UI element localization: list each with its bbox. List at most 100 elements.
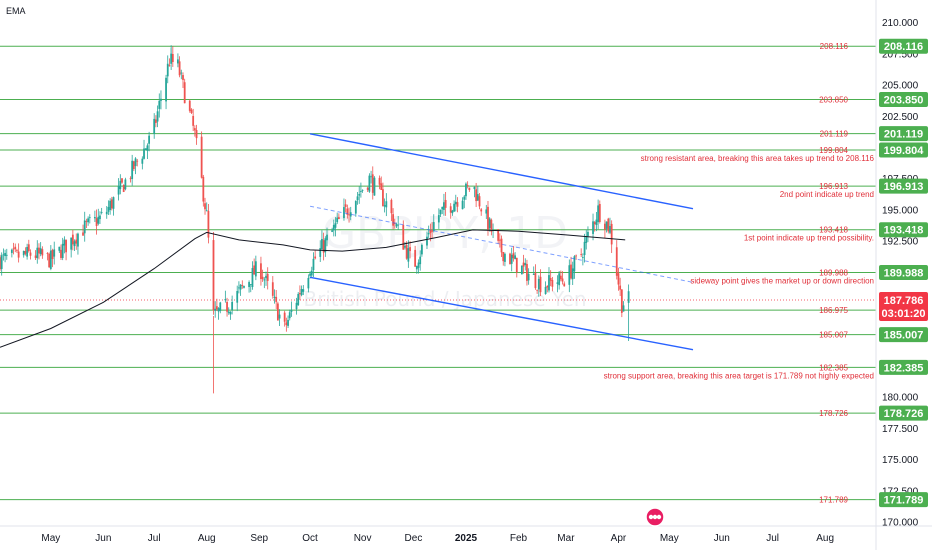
price-tick-label: 207.500 <box>882 49 919 60</box>
time-tick-label: Jun <box>95 533 111 544</box>
candle-body <box>121 178 123 183</box>
level-price-tag[interactable]: 189.988 <box>879 265 928 281</box>
level-price-tag[interactable]: 203.850 <box>879 91 928 107</box>
ema-line[interactable] <box>0 229 626 348</box>
channel-mid-line[interactable] <box>309 205 694 283</box>
current-price-tag-bg <box>879 291 928 321</box>
candle-body <box>426 236 428 246</box>
candle-body <box>26 246 29 257</box>
level-value-label: 201.119 <box>820 130 849 139</box>
level-value-label: 178.726 <box>819 409 848 418</box>
level-price-tag-text: 189.988 <box>884 268 924 280</box>
level-price-tag[interactable]: 196.913 <box>879 178 928 194</box>
level-value-label: 189.988 <box>819 269 848 278</box>
candle-body <box>622 305 625 312</box>
candle-body <box>154 119 157 123</box>
candle-body <box>478 196 481 207</box>
time-tick-label: Feb <box>510 533 528 544</box>
candle-body <box>583 241 586 256</box>
channel-upper-line[interactable] <box>309 133 694 210</box>
candle-body <box>290 309 293 312</box>
candle-body <box>29 252 32 256</box>
level-price-tag-text: 199.804 <box>884 145 925 157</box>
price-tick-label: 170.000 <box>882 518 919 529</box>
candle-body <box>273 296 276 298</box>
candle-body <box>158 100 161 109</box>
price-tick-label: 175.000 <box>882 455 919 466</box>
time-tick-label: Apr <box>611 533 627 544</box>
candle-body <box>585 236 588 243</box>
current-price-countdown: 03:01:20 <box>881 308 925 320</box>
candle-body <box>214 308 217 311</box>
candle-body <box>217 308 220 312</box>
candle-body <box>27 244 30 252</box>
candle-body <box>371 174 374 193</box>
candle-body <box>556 282 559 284</box>
candle-body <box>344 204 347 207</box>
candle-body <box>568 265 571 285</box>
candle-body <box>573 256 576 272</box>
price-tick-label: 180.000 <box>882 393 919 404</box>
candle-body <box>463 196 466 200</box>
candle-body <box>224 299 227 301</box>
level-price-tag-text: 201.119 <box>884 129 923 141</box>
candle-body <box>227 311 230 313</box>
channel-lower-line[interactable] <box>309 276 694 351</box>
level-annotation: strong support area, breaking this area … <box>604 371 874 380</box>
candle-body <box>587 231 589 237</box>
candle-body <box>321 238 323 250</box>
candle-body <box>336 217 339 223</box>
candle-body <box>346 208 349 215</box>
price-tick-label: 172.500 <box>882 486 919 497</box>
candle-body <box>241 285 244 286</box>
level-price-tag[interactable]: 178.726 <box>879 405 928 421</box>
candle-body <box>100 212 103 213</box>
candle-body <box>332 224 335 231</box>
candle-body <box>512 253 515 259</box>
level-price-tag-bg <box>879 492 928 508</box>
candle-body <box>2 254 5 256</box>
candle-body <box>620 289 623 313</box>
level-price-tag[interactable]: 208.116 <box>879 38 928 54</box>
candle-body <box>534 272 537 289</box>
level-price-tag[interactable]: 171.789 <box>879 492 928 508</box>
candle-body <box>112 197 115 209</box>
candle-body <box>82 232 84 236</box>
candle-body <box>39 248 42 255</box>
candle-body <box>275 296 278 302</box>
level-price-tag[interactable]: 199.804 <box>879 142 928 158</box>
candle-body <box>165 77 167 102</box>
candle-body <box>41 249 44 256</box>
candle-body <box>148 135 151 144</box>
event-marker-icon[interactable] <box>645 507 665 527</box>
candle-body <box>22 250 25 256</box>
level-price-tag[interactable]: 182.385 <box>879 359 928 375</box>
time-tick-label: Jul <box>148 533 161 544</box>
candle-body <box>536 289 539 291</box>
candle-body <box>361 189 364 191</box>
time-tick-label: Oct <box>302 533 318 544</box>
candle-body <box>136 160 139 162</box>
level-price-tag[interactable]: 201.119 <box>879 126 928 142</box>
level-value-label: 193.418 <box>819 226 848 235</box>
level-price-tag-bg <box>879 38 928 54</box>
candle-body <box>514 255 516 260</box>
candle-body <box>487 206 489 230</box>
candle-body <box>449 206 452 213</box>
candle-body <box>395 224 398 227</box>
level-price-tag-bg <box>879 359 928 375</box>
candle-body <box>38 247 40 254</box>
level-price-tag-bg <box>879 405 928 421</box>
level-price-tag[interactable]: 193.418 <box>879 222 928 238</box>
candle-body <box>419 256 422 265</box>
candle-body <box>238 287 240 289</box>
level-value-label: 208.116 <box>820 42 849 51</box>
candle-body <box>597 205 600 223</box>
level-price-tag-text: 178.726 <box>884 408 924 420</box>
candle-body <box>153 118 156 134</box>
candle-body <box>502 251 505 262</box>
candle-body <box>131 160 134 179</box>
level-price-tag[interactable]: 185.007 <box>879 327 928 343</box>
